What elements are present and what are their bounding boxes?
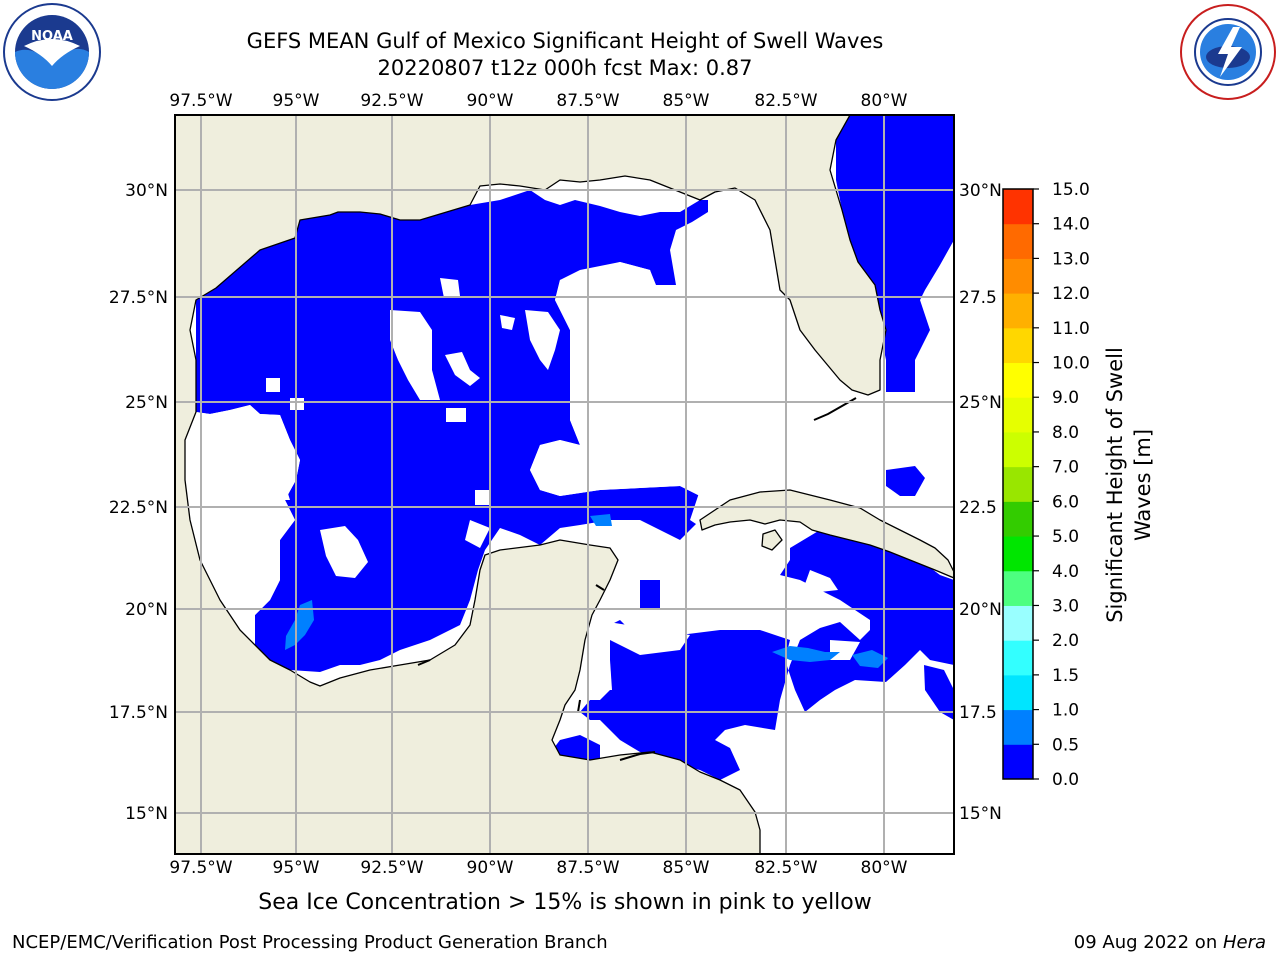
- lat-label-right: 27.5: [959, 288, 997, 308]
- swell-field-gaps: [185, 262, 954, 745]
- lat-labels-right: 30°N 27.5 25°N 22.5 20°N 17.5 15°N: [959, 181, 1002, 824]
- lat-label-right: 25°N: [959, 393, 1002, 413]
- colorbar-tick-label: 11.0: [1052, 319, 1090, 339]
- lat-label-left: 20°N: [125, 600, 168, 620]
- colorbar-segment: [1003, 431, 1033, 468]
- lon-label-top: 95°W: [273, 91, 320, 111]
- lat-label-left: 17.5°N: [109, 703, 168, 723]
- colorbar-tick-label: 13.0: [1052, 249, 1090, 269]
- colorbar-tick-label: 10.0: [1052, 354, 1090, 374]
- lat-label-left: 15°N: [125, 804, 168, 824]
- map-area: [175, 115, 954, 854]
- colorbar-segment: [1003, 640, 1033, 676]
- footer-credit: NCEP/EMC/Verification Post Processing Pr…: [12, 932, 608, 953]
- colorbar-tick-label: 7.0: [1052, 458, 1079, 478]
- colorbar-segment: [1003, 605, 1033, 641]
- lon-label-bottom: 92.5°W: [360, 858, 423, 878]
- colorbar-tick-labels: 0.0 0.5 1.0 1.5 2.0 3.0 4.0 5.0 6.0 7.0 8.0 9.0 10.0…: [1033, 180, 1090, 790]
- lon-label-bottom: 87.5°W: [556, 858, 619, 878]
- nws-logo-icon: [1180, 4, 1276, 100]
- colorbar-segment: [1003, 362, 1033, 398]
- colorbar-segment: [1003, 327, 1033, 364]
- colorbar-segment: [1003, 397, 1033, 433]
- colorbar-segment: [1003, 293, 1033, 329]
- lon-label-top: 92.5°W: [360, 91, 423, 111]
- lon-label-bottom: 80°W: [861, 858, 908, 878]
- lat-label-left: 30°N: [125, 181, 168, 201]
- colorbar-segment: [1003, 258, 1033, 294]
- colorbar-segment: [1003, 189, 1033, 225]
- lon-label-top: 82.5°W: [754, 91, 817, 111]
- map-frame: [174, 114, 955, 855]
- colorbar-segment: [1003, 466, 1033, 502]
- colorbar-tick-label: 2.0: [1052, 631, 1079, 651]
- lon-label-bottom: 90°W: [467, 858, 514, 878]
- footer-date-text: 09 Aug 2022 on: [1073, 932, 1223, 953]
- lat-label-left: 27.5°N: [109, 288, 168, 308]
- colorbar: [1002, 188, 1034, 780]
- lon-labels-top: 97.5°W 95°W 92.5°W 90°W 87.5°W 85°W 82.5°W 80°W: [169, 91, 907, 111]
- lat-label-right: 20°N: [959, 600, 1002, 620]
- lon-label-bottom: 82.5°W: [754, 858, 817, 878]
- colorbar-segment: [1003, 709, 1033, 745]
- lon-labels-bottom: 97.5°W 95°W 92.5°W 90°W 87.5°W 85°W 82.5°W 80°W: [169, 858, 907, 878]
- lon-label-bottom: 95°W: [273, 858, 320, 878]
- lat-label-right: 22.5: [959, 498, 997, 518]
- lat-label-right: 15°N: [959, 804, 1002, 824]
- colorbar-segment: [1003, 570, 1033, 606]
- lon-label-top: 80°W: [861, 91, 908, 111]
- colorbar-label-line2: Waves [m]: [1131, 429, 1155, 541]
- colorbar-tick-label: 12.0: [1052, 284, 1090, 304]
- swell-field-0-0.5m: [180, 115, 954, 780]
- land-masses: [175, 115, 954, 854]
- colorbar-tick-label: 9.0: [1052, 388, 1079, 408]
- footer-date: 09 Aug 2022 on Hera: [1074, 932, 1266, 953]
- chart-title-line2: 20220807 t12z 000h fcst Max: 0.87: [377, 56, 753, 80]
- colorbar-segment: [1003, 674, 1033, 711]
- colorbar-tick-label: 5.0: [1052, 527, 1079, 547]
- colorbar-tick-label: 1.5: [1052, 666, 1079, 686]
- lon-label-bottom: 85°W: [663, 858, 710, 878]
- footer-machine: Hera: [1222, 932, 1266, 953]
- colorbar-segment: [1003, 223, 1033, 259]
- colorbar-label-line1: Significant Height of Swell: [1103, 347, 1127, 623]
- lat-labels-left: 30°N 27.5°N 25°N 22.5°N 20°N 17.5°N 15°N: [109, 181, 168, 824]
- lat-label-right: 30°N: [959, 181, 1002, 201]
- chart-title-line1: GEFS MEAN Gulf of Mexico Significant Hei…: [246, 29, 884, 53]
- lat-label-left: 22.5°N: [109, 498, 168, 518]
- lon-label-top: 90°W: [467, 91, 514, 111]
- colorbar-frame: [1002, 188, 1034, 780]
- colorbar-tick-label: 6.0: [1052, 492, 1079, 512]
- lat-label-left: 25°N: [125, 393, 168, 413]
- map-grid: [175, 115, 954, 854]
- lon-label-bottom: 97.5°W: [169, 858, 232, 878]
- colorbar-segment: [1003, 501, 1033, 537]
- colorbar-tick-label: 3.0: [1052, 596, 1079, 616]
- colorbar-tick-label: 0.5: [1052, 735, 1079, 755]
- colorbar-tick-label: 8.0: [1052, 423, 1079, 443]
- colorbar-tick-label: 0.0: [1052, 770, 1079, 790]
- lon-label-top: 85°W: [663, 91, 710, 111]
- colorbar-segment: [1003, 744, 1033, 780]
- noaa-logo-icon: NOAA: [3, 3, 101, 101]
- noaa-logo-text: NOAA: [31, 29, 73, 44]
- sea-ice-note: Sea Ice Concentration > 15% is shown in …: [258, 890, 872, 915]
- colorbar-tick-label: 4.0: [1052, 562, 1079, 582]
- colorbar-segment: [1003, 536, 1033, 572]
- lat-label-right: 17.5: [959, 703, 997, 723]
- colorbar-tick-label: 1.0: [1052, 701, 1079, 721]
- colorbar-tick-label: 14.0: [1052, 215, 1090, 235]
- lon-label-top: 87.5°W: [556, 91, 619, 111]
- lon-label-top: 97.5°W: [169, 91, 232, 111]
- colorbar-tick-label: 15.0: [1052, 180, 1090, 200]
